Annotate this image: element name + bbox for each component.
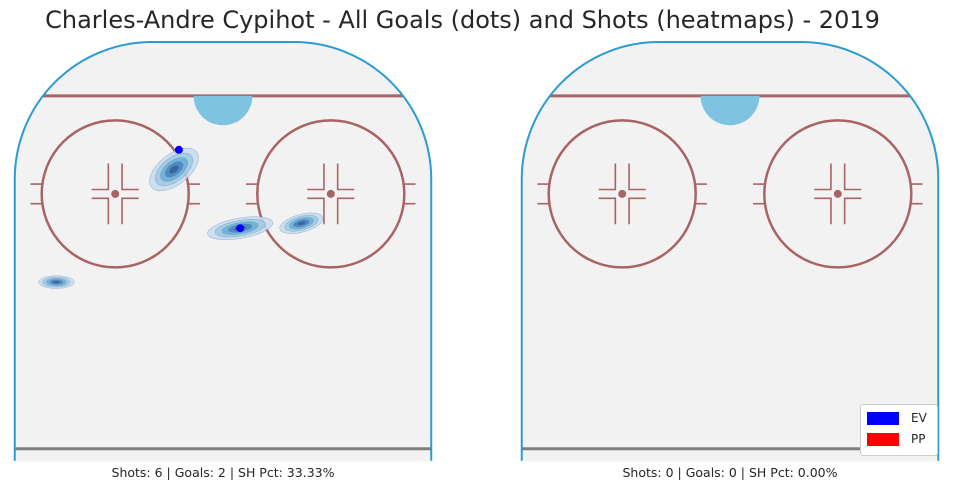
legend: EV PP bbox=[860, 404, 938, 456]
faceoff-circle-right bbox=[763, 119, 913, 269]
legend-swatch-pp bbox=[867, 433, 899, 446]
legend-label-ev: EV bbox=[911, 411, 927, 425]
hash-marks-left bbox=[537, 163, 707, 225]
shot-density-blob bbox=[38, 275, 75, 289]
faceoff-circle-right bbox=[256, 119, 406, 269]
hash-mark bbox=[843, 197, 862, 225]
rink-boards bbox=[13, 41, 433, 461]
hash-mark bbox=[814, 163, 832, 191]
hash-mark bbox=[336, 197, 355, 225]
faceoff-dot-left bbox=[618, 189, 627, 198]
faceoff-dot-left bbox=[111, 189, 120, 198]
hash-mark bbox=[598, 197, 617, 225]
hash-mark bbox=[628, 163, 646, 191]
ice-surface bbox=[14, 42, 432, 461]
right-panel-caption: Shots: 0 | Goals: 0 | SH Pct: 0.00% bbox=[622, 465, 838, 480]
goal-crease bbox=[193, 95, 253, 126]
density-contour bbox=[52, 280, 61, 284]
density-contour bbox=[169, 165, 179, 174]
rink-boards bbox=[520, 41, 940, 461]
faceoff-circle-left bbox=[40, 119, 190, 269]
hash-mark bbox=[91, 163, 110, 191]
goal-dot bbox=[236, 224, 245, 233]
chart-title: Charles-Andre Cypihot - All Goals (dots)… bbox=[45, 6, 880, 34]
hash-mark bbox=[121, 163, 139, 191]
hash-marks-right bbox=[753, 163, 923, 225]
hash-mark bbox=[843, 163, 862, 191]
left-panel-caption: Shots: 6 | Goals: 2 | SH Pct: 33.33% bbox=[111, 465, 335, 480]
goal-dot bbox=[174, 145, 183, 154]
ice-surface bbox=[521, 42, 939, 461]
hash-mark bbox=[91, 197, 110, 225]
hash-mark bbox=[814, 197, 832, 225]
hash-mark bbox=[628, 197, 646, 225]
rink-markings bbox=[14, 94, 432, 451]
hash-marks-right bbox=[246, 163, 416, 225]
hash-mark bbox=[598, 163, 617, 191]
faceoff-circle-left bbox=[547, 119, 697, 269]
legend-swatch-ev bbox=[867, 412, 899, 425]
goal-crease bbox=[700, 95, 760, 126]
rink-panel-left bbox=[13, 41, 433, 462]
shot-density-blob bbox=[279, 212, 324, 234]
density-contour bbox=[296, 221, 306, 226]
faceoff-dot-right bbox=[326, 189, 335, 198]
shot-density-blob bbox=[149, 147, 199, 192]
hash-mark bbox=[307, 163, 325, 191]
hash-mark bbox=[121, 197, 139, 225]
hash-mark bbox=[307, 197, 325, 225]
hash-marks-left bbox=[30, 163, 200, 225]
hash-mark bbox=[336, 163, 355, 191]
faceoff-dot-right bbox=[833, 189, 842, 198]
legend-label-pp: PP bbox=[911, 432, 926, 446]
